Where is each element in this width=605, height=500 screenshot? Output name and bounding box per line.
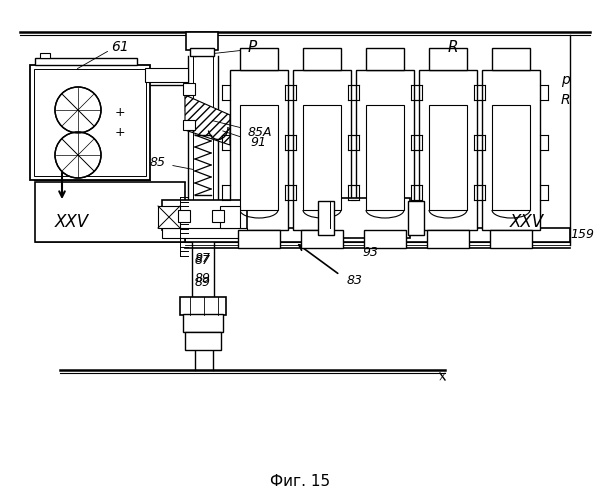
Bar — [429, 105, 467, 210]
Bar — [185, 228, 570, 242]
Bar — [158, 206, 180, 228]
Bar — [330, 198, 410, 238]
Bar — [303, 105, 341, 210]
Text: 91: 91 — [250, 136, 266, 148]
Bar — [429, 48, 467, 70]
Bar — [35, 182, 185, 242]
Bar — [482, 70, 540, 230]
Bar — [230, 70, 288, 230]
Text: P: P — [247, 40, 257, 56]
Bar — [183, 120, 195, 130]
Circle shape — [55, 87, 101, 133]
Text: 87: 87 — [195, 254, 211, 266]
Bar — [492, 48, 530, 70]
Bar — [408, 201, 424, 235]
Polygon shape — [185, 95, 230, 145]
Bar — [40, 53, 50, 58]
Bar — [366, 105, 404, 210]
Bar — [419, 70, 477, 230]
Bar — [34, 69, 146, 176]
Bar — [183, 314, 223, 332]
Bar — [240, 48, 278, 70]
Text: Фиг. 15: Фиг. 15 — [270, 474, 330, 490]
Bar — [220, 206, 240, 228]
Bar — [35, 58, 137, 65]
Bar — [318, 201, 334, 235]
Bar — [427, 230, 469, 248]
Bar — [293, 70, 351, 230]
Text: p: p — [561, 73, 569, 87]
Bar — [145, 68, 188, 82]
Circle shape — [55, 132, 101, 178]
Text: 93: 93 — [362, 246, 378, 260]
Bar — [183, 83, 195, 95]
Bar — [303, 48, 341, 70]
Text: XXV: XXV — [55, 213, 89, 231]
Text: 61: 61 — [111, 40, 129, 54]
Bar — [178, 210, 190, 222]
Text: 83: 83 — [347, 274, 363, 286]
Bar — [364, 230, 406, 248]
Text: R: R — [560, 93, 570, 107]
Bar — [30, 65, 150, 180]
Bar — [240, 105, 278, 210]
Text: +: + — [115, 126, 125, 138]
Bar — [301, 230, 343, 248]
Bar — [490, 230, 532, 248]
Bar — [186, 32, 218, 50]
Text: 85A: 85A — [248, 126, 272, 138]
Bar — [162, 228, 247, 238]
Bar — [356, 70, 414, 230]
Text: 89: 89 — [195, 272, 211, 284]
Text: +: + — [115, 106, 125, 118]
Text: XXV: XXV — [510, 213, 544, 231]
Text: 87: 87 — [195, 252, 211, 264]
Bar — [162, 200, 247, 230]
Bar — [212, 210, 224, 222]
Text: R: R — [448, 40, 459, 54]
Bar — [492, 105, 530, 210]
Text: 159: 159 — [570, 228, 594, 240]
Bar — [190, 48, 214, 56]
Bar — [238, 230, 280, 248]
Text: 85: 85 — [150, 156, 166, 170]
Bar — [185, 332, 221, 350]
Bar — [192, 230, 214, 300]
Bar — [180, 297, 226, 315]
Bar — [366, 48, 404, 70]
Text: 89: 89 — [195, 276, 211, 288]
